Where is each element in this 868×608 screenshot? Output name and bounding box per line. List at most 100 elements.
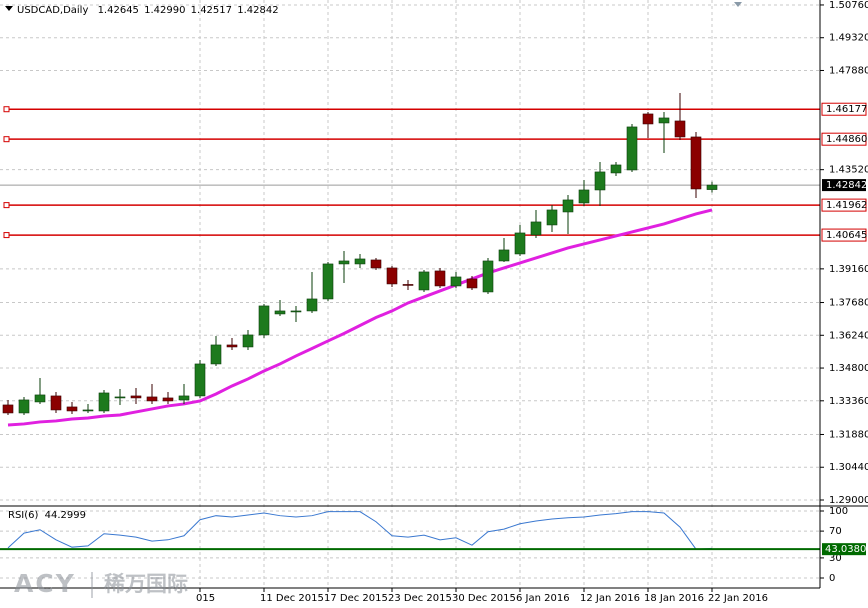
candle-body — [338, 260, 350, 265]
rsi-title: RSI(6) 44.2999 — [8, 510, 86, 521]
candle-body — [546, 209, 558, 226]
candle-body — [610, 164, 622, 174]
y-tick-label: 1.39160 — [829, 264, 868, 275]
candle-body — [434, 270, 446, 287]
candle-body — [354, 258, 366, 265]
candle-body — [194, 363, 206, 397]
candle-body — [34, 394, 46, 403]
logo: ACY 稀万国际 — [14, 569, 188, 598]
price-level-label: 1.46177 — [826, 104, 867, 115]
candle-body — [114, 396, 126, 399]
y-tick-label: 1.31880 — [829, 429, 868, 440]
y-tick-label: 1.30440 — [829, 462, 868, 473]
price-level-box — [821, 228, 867, 242]
current-price-box — [822, 179, 866, 192]
symbol: USDCAD,Daily — [17, 5, 88, 16]
rsi-tick-label: 100 — [829, 506, 848, 517]
price-level-handle — [3, 232, 10, 239]
candle-body — [226, 344, 238, 348]
y-tick-label: 1.33360 — [829, 396, 868, 407]
collapse-arrow[interactable] — [5, 6, 13, 11]
candle-body — [322, 263, 334, 300]
x-tick-label: 17 Dec 2015 — [324, 593, 388, 604]
candle-body — [626, 126, 638, 171]
candle-body — [450, 276, 462, 287]
candle-body — [530, 221, 542, 236]
x-tick-label: 30 Dec 2015 — [452, 593, 516, 604]
label-layer: 1.50760 1.49320 1.47880 1.43520 1.39160 1.376… — [196, 0, 868, 604]
candle-body — [2, 404, 14, 414]
x-tick-label: 12 Jan 2016 — [580, 593, 640, 604]
x-tick-label: 18 Jan 2016 — [644, 593, 704, 604]
price-level-label: 1.44860 — [826, 134, 867, 145]
candle-body — [658, 117, 670, 124]
rsi-level-box — [822, 543, 866, 556]
current-price-label: 1.42842 — [826, 180, 867, 191]
logo-name: 稀万国际 — [104, 572, 188, 596]
candle-body — [418, 271, 430, 291]
candle-body — [402, 284, 414, 286]
candle-body — [146, 396, 158, 402]
y-tick-label: 1.50760 — [829, 0, 868, 11]
price-level-label: 1.40645 — [826, 230, 867, 241]
y-tick-label: 1.47880 — [829, 65, 868, 76]
x-tick-label: 015 — [196, 593, 215, 604]
logo-brand: ACY — [14, 569, 76, 598]
candle-body — [706, 184, 718, 190]
plot-layer — [0, 92, 820, 551]
candle-body — [306, 298, 318, 312]
candle-body — [370, 259, 382, 269]
candle-body — [690, 136, 702, 190]
price-level-handle — [3, 202, 10, 209]
x-tick-label: 11 Dec 2015 — [260, 593, 324, 604]
x-tick-label: 22 Jan 2016 — [708, 593, 768, 604]
title-open: 1.42645 — [98, 5, 139, 16]
rsi-name: RSI(6) — [8, 510, 39, 521]
candle-body — [242, 334, 254, 348]
y-tick-label: 1.29000 — [829, 495, 868, 506]
price-level-handle — [3, 106, 10, 113]
candle-body — [482, 260, 494, 293]
candle-body — [50, 395, 62, 411]
y-tick-label: 1.36240 — [829, 330, 868, 341]
shift-marker[interactable] — [734, 2, 742, 7]
rsi-level-label: 43.0380 — [825, 544, 866, 555]
rsi-tick-label: 0 — [829, 573, 835, 584]
y-tick-label: 1.34800 — [829, 363, 868, 374]
y-tick-label: 1.37680 — [829, 298, 868, 309]
candle-body — [130, 395, 142, 399]
x-tick-label: 6 Jan 2016 — [516, 593, 570, 604]
candle-body — [290, 310, 302, 313]
rsi-current: 44.2999 — [45, 510, 86, 521]
candle-body — [498, 249, 510, 262]
candle-body — [386, 267, 398, 285]
candle-body — [642, 113, 654, 125]
rsi-line — [7, 511, 713, 550]
title-high: 1.42990 — [144, 5, 185, 16]
candle-body — [674, 120, 686, 138]
price-level-handle — [3, 136, 10, 143]
title-low: 1.42517 — [191, 5, 232, 16]
price-level-box — [821, 102, 867, 116]
candle-body — [18, 399, 30, 414]
candle-body — [178, 395, 190, 401]
candle-body — [98, 392, 110, 412]
x-tick-label: 23 Dec 2015 — [388, 593, 452, 604]
y-tick-label: 1.43520 — [829, 165, 868, 176]
moving-average — [7, 208, 713, 427]
y-tick-label: 1.49320 — [829, 33, 868, 44]
title-close: 1.42842 — [237, 5, 278, 16]
grid-layer — [0, 0, 820, 588]
rsi-tick-label: 30 — [829, 553, 842, 564]
candle-body — [562, 199, 574, 213]
chart-title: USDCAD,Daily 1.42645 1.42990 1.42517 1.4… — [17, 5, 279, 16]
candle-body — [162, 397, 174, 402]
candle-body — [594, 171, 606, 191]
candle-body — [514, 232, 526, 255]
price-level-box — [821, 132, 867, 146]
candle-body — [578, 189, 590, 204]
candle-body — [66, 406, 78, 412]
